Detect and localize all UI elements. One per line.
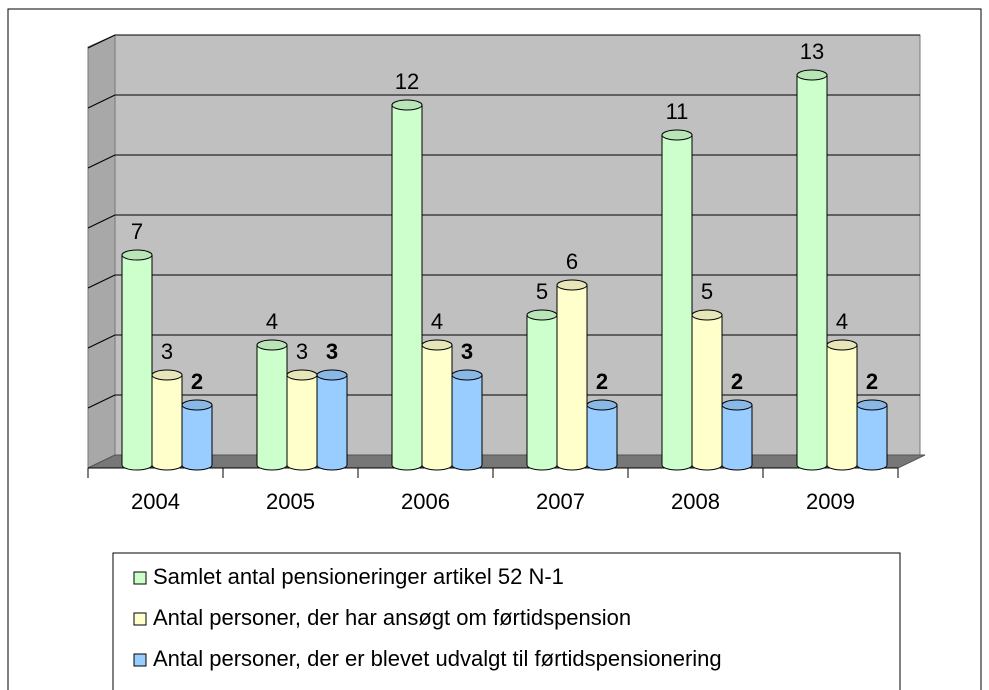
value-label: 5 bbox=[701, 279, 713, 304]
value-label: 12 bbox=[395, 69, 419, 94]
legend-box bbox=[112, 552, 901, 690]
bar bbox=[316, 374, 348, 471]
value-label: 2 bbox=[866, 369, 878, 394]
bar bbox=[121, 254, 153, 471]
bar-top bbox=[391, 99, 423, 111]
bar-top bbox=[451, 369, 483, 381]
legend-label: Samlet antal pensioneringer artikel 52 N… bbox=[153, 564, 564, 589]
bar-top bbox=[151, 369, 183, 381]
bar bbox=[391, 104, 423, 471]
legend-label: Antal personer, der er blevet udvalgt ti… bbox=[153, 646, 722, 671]
bar-top bbox=[256, 339, 288, 351]
bar-top bbox=[826, 339, 858, 351]
bar bbox=[721, 404, 753, 471]
bar-top bbox=[121, 249, 153, 261]
bar-top bbox=[556, 279, 588, 291]
legend-swatch bbox=[133, 612, 147, 626]
value-label: 13 bbox=[800, 39, 824, 64]
value-label: 3 bbox=[161, 339, 173, 364]
bar-top bbox=[286, 369, 318, 381]
x-tick-label: 2004 bbox=[131, 489, 180, 514]
value-label: 3 bbox=[326, 339, 338, 364]
grid-line bbox=[87, 334, 116, 349]
legend-label: Antal personer, der har ansøgt om førtid… bbox=[153, 605, 631, 630]
bar bbox=[451, 374, 483, 471]
bar bbox=[526, 314, 558, 471]
grid-line bbox=[87, 94, 116, 109]
bar bbox=[286, 374, 318, 471]
bar bbox=[796, 74, 828, 471]
x-tick-label: 2009 bbox=[806, 489, 855, 514]
bar bbox=[181, 404, 213, 471]
value-label: 6 bbox=[566, 249, 578, 274]
bar bbox=[256, 344, 288, 471]
value-label: 2 bbox=[731, 369, 743, 394]
grid-line bbox=[87, 274, 116, 289]
value-label: 3 bbox=[296, 339, 308, 364]
bar-top bbox=[181, 399, 213, 411]
bar-top bbox=[856, 399, 888, 411]
x-tick-label: 2005 bbox=[266, 489, 315, 514]
legend-swatch bbox=[133, 571, 147, 585]
bar-top bbox=[691, 309, 723, 321]
x-tick-label: 2007 bbox=[536, 489, 585, 514]
back-wall bbox=[114, 34, 921, 456]
bar bbox=[151, 374, 183, 471]
legend-swatch bbox=[133, 653, 147, 667]
grid-line bbox=[87, 154, 116, 169]
grid-line bbox=[87, 34, 116, 49]
bar-top bbox=[316, 369, 348, 381]
bar bbox=[661, 134, 693, 471]
x-tick-label: 2006 bbox=[401, 489, 450, 514]
side-wall bbox=[87, 34, 116, 469]
value-label: 4 bbox=[431, 309, 443, 334]
value-label: 7 bbox=[131, 219, 143, 244]
value-label: 3 bbox=[461, 339, 473, 364]
bar bbox=[691, 314, 723, 471]
bar bbox=[556, 284, 588, 471]
value-label: 2 bbox=[596, 369, 608, 394]
value-label: 11 bbox=[666, 99, 689, 124]
bar-top bbox=[421, 339, 453, 351]
bar bbox=[856, 404, 888, 471]
bar-top bbox=[586, 399, 618, 411]
bar-top bbox=[526, 309, 558, 321]
bar-top bbox=[721, 399, 753, 411]
value-label: 4 bbox=[266, 309, 278, 334]
grid-line bbox=[87, 394, 116, 409]
bar bbox=[586, 404, 618, 471]
value-label: 4 bbox=[836, 309, 848, 334]
value-label: 2 bbox=[191, 369, 203, 394]
x-tick-label: 2008 bbox=[671, 489, 720, 514]
grid-line bbox=[87, 214, 116, 229]
bar-top bbox=[796, 69, 828, 81]
bar bbox=[826, 344, 858, 471]
bar-top bbox=[661, 129, 693, 141]
bar bbox=[421, 344, 453, 471]
value-label: 5 bbox=[536, 279, 548, 304]
